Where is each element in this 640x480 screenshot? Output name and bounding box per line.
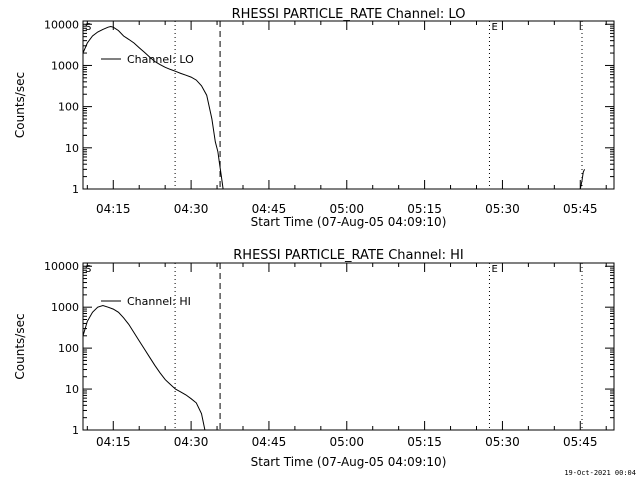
chart-title: RHESSI PARTICLE_RATE Channel: HI — [233, 248, 463, 263]
series-line — [82, 304, 206, 431]
y-tick-label: 1 — [72, 183, 79, 196]
x-tick-label: 04:45 — [252, 435, 287, 449]
marker-label: E — [491, 22, 497, 33]
y-tick-label: 10000 — [44, 260, 79, 273]
y-tick-label: 100 — [58, 342, 79, 355]
x-axis-label: Start Time (07-Aug-05 04:09:10) — [251, 455, 447, 469]
chart-title: RHESSI PARTICLE_RATE Channel: LO — [232, 7, 466, 22]
footer-date: 19-Oct-2021 00:04 — [564, 469, 636, 477]
x-tick-label: 05:00 — [329, 435, 364, 449]
y-tick-label: 100 — [58, 101, 79, 114]
x-tick-label: 04:30 — [174, 202, 209, 216]
y-tick-label: 10 — [65, 142, 79, 155]
plot-frame — [82, 262, 615, 431]
x-tick-label: 05:15 — [407, 202, 442, 216]
y-tick-label: 1 — [72, 424, 79, 437]
x-tick-label: 05:45 — [563, 435, 598, 449]
x-tick-label: 04:45 — [252, 202, 287, 216]
y-axis-label: Counts/sec — [13, 313, 27, 379]
x-tick-label: 04:15 — [96, 435, 131, 449]
x-tick-label: 05:30 — [485, 435, 520, 449]
x-tick-label: 04:15 — [96, 202, 131, 216]
marker-label: S — [85, 22, 91, 33]
marker-label: E — [491, 264, 497, 275]
x-tick-label: 04:30 — [174, 435, 209, 449]
y-axis-label: Counts/sec — [13, 72, 27, 138]
y-tick-label: 10000 — [44, 18, 79, 31]
marker-label: S — [85, 264, 91, 275]
x-axis-label: Start Time (07-Aug-05 04:09:10) — [251, 215, 447, 229]
legend-entry: Channel: HI — [127, 295, 191, 308]
x-tick-label: 05:45 — [563, 202, 598, 216]
x-tick-label: 05:15 — [407, 435, 442, 449]
plot-frame — [82, 20, 615, 190]
y-tick-label: 10 — [65, 383, 79, 396]
series-line — [82, 25, 224, 190]
y-tick-label: 1000 — [51, 301, 79, 314]
series-line — [579, 169, 586, 190]
x-tick-label: 05:00 — [329, 202, 364, 216]
hi-channel-plot: RHESSI PARTICLE_RATE Channel: HI 1 10 100 10… — [13, 248, 615, 469]
y-tick-label: 1000 — [51, 59, 79, 72]
x-tick-label: 05:30 — [485, 202, 520, 216]
lo-channel-plot: RHESSI PARTICLE_RATE Channel: LO 1 10 100 10… — [13, 7, 615, 229]
legend-entry: Channel: LO — [127, 53, 194, 66]
